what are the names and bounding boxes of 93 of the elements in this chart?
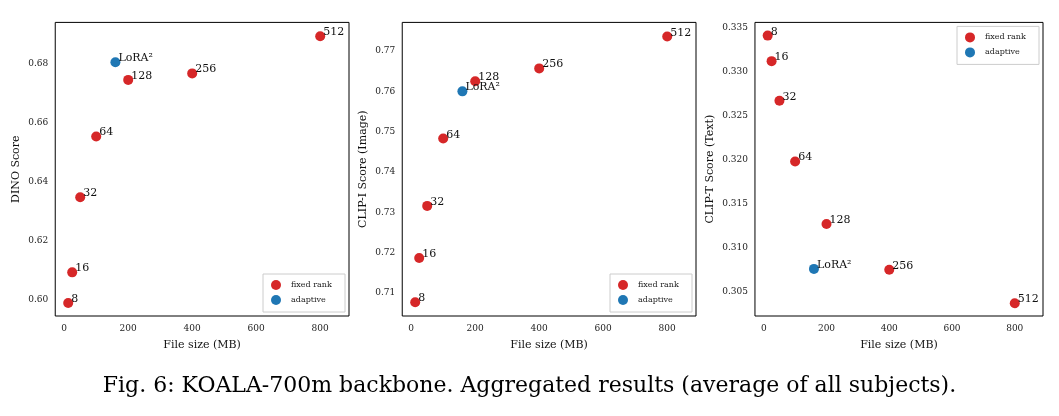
- annotation: 16: [75, 261, 90, 275]
- x-tick-label: 0: [760, 322, 767, 333]
- x-tick-label: 400: [880, 322, 899, 333]
- legend-label: adaptive: [638, 295, 674, 305]
- annotation: 32: [430, 194, 445, 208]
- point: [884, 264, 895, 275]
- legend-label: fixed rank: [638, 280, 679, 290]
- legend-label: adaptive: [291, 295, 327, 305]
- point: [75, 192, 86, 203]
- point: [91, 131, 102, 142]
- annotation: 16: [774, 50, 789, 64]
- annotation: 8: [71, 292, 79, 306]
- point: [457, 86, 468, 97]
- point: [67, 267, 78, 278]
- annotation: 32: [83, 186, 98, 200]
- annotation: LoRA²: [118, 51, 153, 65]
- annotation: 8: [418, 291, 426, 305]
- annotation: 128: [131, 68, 153, 82]
- y-tick-label: 0.75: [375, 126, 396, 137]
- y-tick-label: 0.68: [28, 57, 49, 68]
- point: [414, 252, 425, 263]
- y-tick-label: 0.66: [28, 116, 49, 127]
- x-tick-label: 400: [530, 322, 549, 333]
- y-tick-label: 0.335: [722, 22, 749, 33]
- point: [790, 156, 801, 167]
- x-tick-label: 400: [183, 322, 202, 333]
- y-axis-title: CLIP-T Score (Text): [703, 114, 717, 224]
- y-tick-label: 0.310: [722, 242, 749, 253]
- annotation: 16: [422, 246, 437, 260]
- point: [187, 68, 198, 79]
- y-tick-label: 0.74: [375, 166, 396, 177]
- point: [766, 56, 777, 67]
- x-tick-label: 0: [408, 322, 415, 333]
- point: [774, 95, 785, 106]
- annotation: 512: [323, 25, 345, 39]
- legend-label: adaptive: [985, 47, 1021, 57]
- point: [662, 31, 673, 42]
- annotation: 32: [782, 89, 797, 103]
- point: [63, 298, 74, 309]
- annotation: 256: [542, 57, 564, 71]
- y-tick-label: 0.325: [722, 110, 749, 121]
- annotation: 512: [1017, 292, 1039, 306]
- y-tick-label: 0.77: [375, 45, 396, 56]
- x-tick-label: 800: [658, 322, 677, 333]
- point: [821, 219, 832, 229]
- legend-label: fixed rank: [985, 32, 1026, 42]
- x-axis-title: File size (MB): [860, 338, 938, 352]
- y-tick-label: 0.62: [28, 234, 49, 245]
- annotation: 64: [798, 150, 813, 164]
- annotation: 128: [829, 213, 851, 226]
- x-tick-label: 600: [594, 322, 613, 333]
- point: [422, 200, 433, 211]
- y-tick-label: 0.64: [28, 175, 49, 186]
- y-tick-label: 0.330: [722, 66, 749, 77]
- x-tick-label: 600: [943, 322, 961, 333]
- y-tick-label: 0.320: [722, 154, 749, 165]
- y-tick-label: 0.315: [722, 198, 749, 209]
- x-tick-label: 0: [61, 322, 68, 333]
- point: [110, 57, 121, 68]
- y-tick-label: 0.76: [375, 85, 396, 96]
- y-tick-label: 0.305: [722, 286, 749, 297]
- annotation: 256: [195, 62, 217, 76]
- y-axis-title: DINO Score: [9, 135, 23, 203]
- point: [315, 31, 326, 42]
- point: [123, 74, 134, 85]
- point: [762, 30, 773, 41]
- x-tick-label: 200: [119, 322, 138, 333]
- point: [1009, 298, 1020, 309]
- y-axis-title: CLIP-I Score (Image): [356, 110, 370, 228]
- point: [438, 133, 449, 144]
- point: [410, 297, 421, 308]
- annotation: 64: [99, 125, 114, 139]
- annotation: LoRA²: [816, 257, 852, 271]
- x-tick-label: 200: [817, 322, 836, 333]
- y-tick-label: 0.60: [28, 293, 49, 304]
- x-tick-label: 800: [311, 322, 330, 333]
- point: [534, 63, 545, 74]
- x-tick-label: 600: [247, 322, 266, 333]
- x-axis-title: File size (MB): [163, 338, 241, 352]
- annotation: 512: [670, 25, 692, 39]
- x-tick-label: 800: [1006, 322, 1024, 333]
- y-tick-label: 0.72: [375, 247, 396, 258]
- x-axis-title: File size (MB): [510, 338, 588, 352]
- annotation: LoRA²: [465, 80, 500, 94]
- annotation: 8: [770, 24, 778, 38]
- y-tick-label: 0.73: [375, 206, 396, 217]
- annotation: 64: [446, 127, 461, 141]
- x-tick-label: 200: [466, 322, 485, 333]
- point: [808, 263, 819, 274]
- legend-label: fixed rank: [291, 280, 332, 290]
- caption: Fig. 6: KOALA-700m backbone. Aggregated results (average of all subjects).: [101, 372, 958, 397]
- y-tick-label: 0.71: [375, 287, 396, 298]
- annotation: 256: [892, 258, 914, 272]
